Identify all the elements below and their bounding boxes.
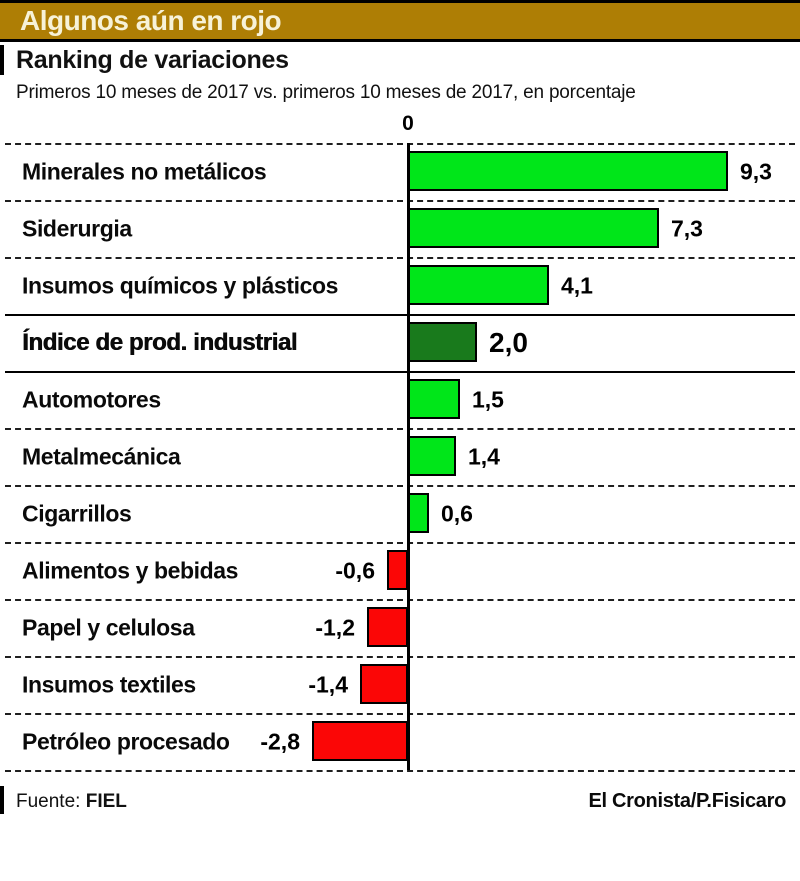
bar: [408, 265, 549, 305]
zero-axis-line: [407, 143, 410, 770]
chart-row: Índice de prod. industrial 2,0: [0, 314, 800, 371]
value-label: 0,6: [441, 500, 473, 526]
banner-title: Algunos aún en rojo: [20, 5, 282, 36]
value-label: 1,5: [472, 386, 504, 412]
chart-row: Automotores 1,5: [0, 371, 800, 428]
row-separator: [5, 599, 795, 601]
category-label: Automotores: [22, 386, 161, 412]
chart-row: Metalmecánica 1,4: [0, 428, 800, 485]
bar: [367, 607, 408, 647]
credit-line: El Cronista/P.Fisicaro: [588, 790, 786, 812]
row-separator: [5, 542, 795, 544]
bar: [408, 436, 456, 476]
category-label: Siderurgia: [22, 215, 132, 241]
row-separator: [5, 485, 795, 487]
row-separator: [5, 770, 795, 772]
source-label: Fuente:: [16, 791, 81, 812]
chart-row: Alimentos y bebidas -0,6: [0, 542, 800, 599]
row-separator: [5, 713, 795, 715]
value-label: 7,3: [671, 215, 703, 241]
category-label: Alimentos y bebidas: [22, 557, 239, 583]
category-label: Minerales no metálicos: [22, 158, 267, 184]
chart-row: Insumos químicos y plásticos 4,1: [0, 257, 800, 314]
row-separator: [5, 428, 795, 430]
row-separator: [5, 143, 795, 145]
chart-subtitle: Primeros 10 meses de 2017 vs. primeros 1…: [16, 82, 636, 103]
category-label: Papel y celulosa: [22, 614, 195, 640]
row-separator: [5, 656, 795, 658]
value-label: 1,4: [468, 443, 500, 469]
axis-zero-label: 0: [402, 112, 414, 135]
footer-left-tick: [0, 786, 4, 814]
header-banner: Algunos aún en rojo: [0, 3, 800, 42]
bar: [408, 493, 429, 533]
row-separator: [5, 200, 795, 202]
row-separator: [5, 257, 795, 259]
value-label: -1,4: [308, 671, 348, 697]
row-separator: [5, 371, 795, 373]
title-left-tick: [0, 45, 4, 75]
value-label: -0,6: [335, 557, 375, 583]
source-line: Fuente: FIEL: [16, 791, 127, 813]
bar: [408, 379, 460, 419]
category-label: Metalmecánica: [22, 443, 181, 469]
row-separator: [5, 314, 795, 316]
chart-row: Siderurgia 7,3: [0, 200, 800, 257]
category-label: Cigarrillos: [22, 500, 132, 526]
chart-row: Petróleo procesado -2,8: [0, 713, 800, 770]
bar: [408, 151, 728, 191]
value-label: 9,3: [740, 158, 772, 184]
value-label: -1,2: [315, 614, 355, 640]
bar: [312, 721, 408, 761]
bar: [387, 550, 408, 590]
category-label: Insumos químicos y plásticos: [22, 272, 338, 298]
chart-title: Ranking de variaciones: [16, 46, 289, 74]
chart-row: Minerales no metálicos 9,3: [0, 143, 800, 200]
chart-row: Cigarrillos 0,6: [0, 485, 800, 542]
bar: [408, 208, 659, 248]
bar: [360, 664, 408, 704]
value-label: 2,0: [489, 326, 528, 358]
category-label: Insumos textiles: [22, 671, 196, 697]
source-value: FIEL: [85, 791, 127, 812]
value-label: -2,8: [260, 728, 300, 754]
chart-row: Papel y celulosa -1,2: [0, 599, 800, 656]
chart-row: Insumos textiles -1,4: [0, 656, 800, 713]
bar: [408, 322, 477, 362]
category-label: Petróleo procesado: [22, 728, 230, 754]
value-label: 4,1: [561, 272, 593, 298]
top-border-line: [0, 0, 800, 3]
category-label: Índice de prod. industrial: [22, 328, 297, 356]
